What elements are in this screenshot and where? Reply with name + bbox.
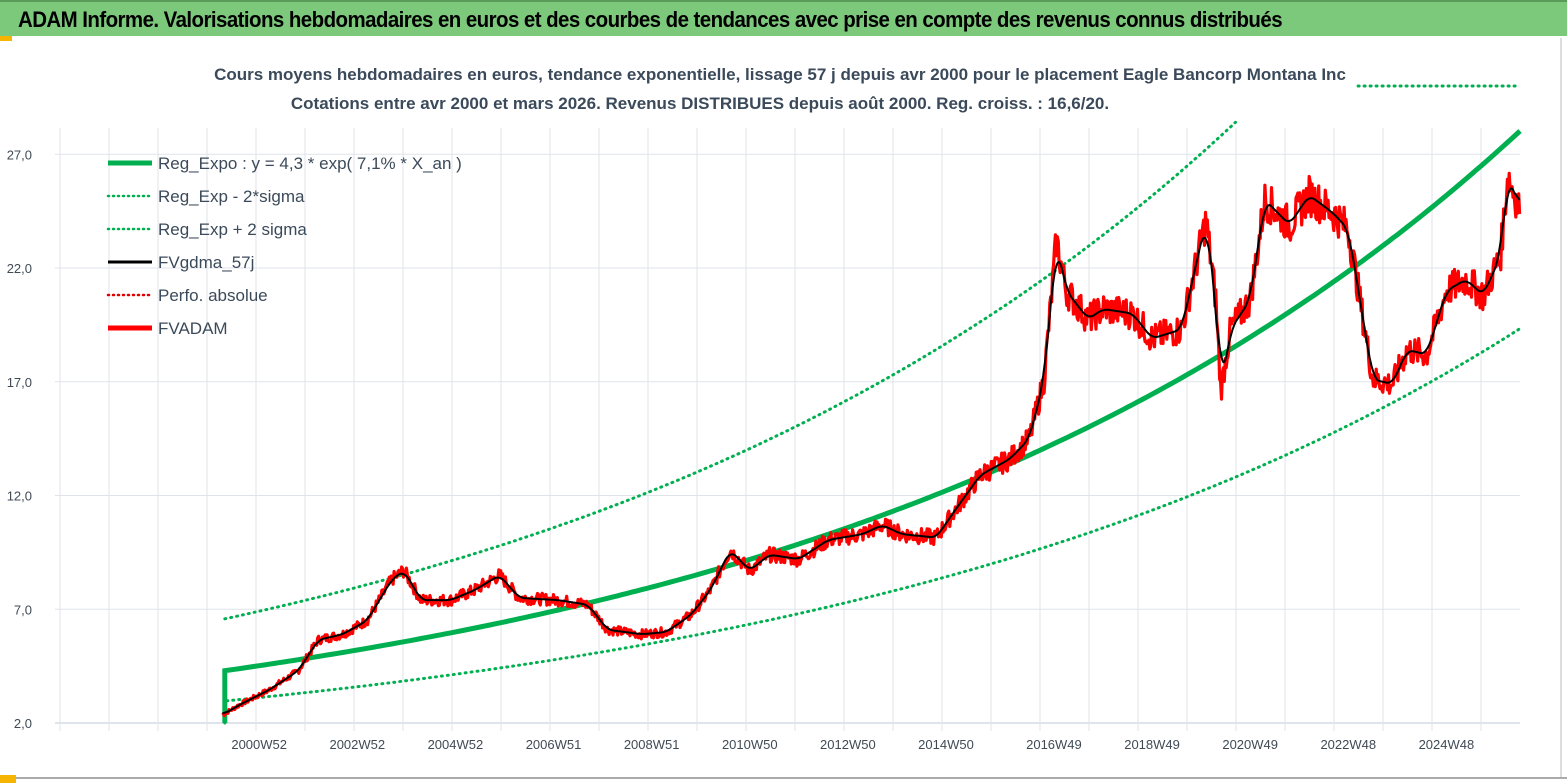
- report-title: ADAM Informe. Valorisations hebdomadaire…: [18, 7, 1283, 32]
- report-banner: ADAM Informe. Valorisations hebdomadaire…: [0, 0, 1567, 36]
- x-tick-label: 2018W49: [1124, 737, 1180, 752]
- x-tick-label: 2008W51: [624, 737, 680, 752]
- x-tick-label: 2022W48: [1320, 737, 1376, 752]
- legend-label: Reg_Exp + 2 sigma: [158, 220, 307, 239]
- fvgdma-57j-line: [222, 187, 1521, 715]
- y-tick-label: 12,0: [7, 489, 32, 504]
- reg-lower-2sigma-line: [223, 327, 1522, 725]
- x-tick-label: 2024W48: [1419, 737, 1475, 752]
- legend-label: Reg_Exp - 2*sigma: [158, 187, 305, 206]
- cell-marker-bottom: [0, 775, 16, 783]
- frame-border: [1560, 38, 1562, 778]
- y-tick-label: 27,0: [7, 147, 32, 162]
- y-tick-label: 22,0: [7, 261, 32, 276]
- reg-expo-line: [222, 129, 1522, 724]
- x-tick-label: 2020W49: [1222, 737, 1278, 752]
- x-tick-label: 2000W52: [231, 737, 287, 752]
- frame-border-bottom: [0, 777, 1567, 779]
- y-tick-label: 7,0: [14, 602, 32, 617]
- legend-label: FVgdma_57j: [158, 253, 254, 272]
- cell-marker: [0, 36, 12, 41]
- legend-label: FVADAM: [158, 319, 228, 338]
- chart-title: Cours moyens hebdomadaires en euros, ten…: [214, 65, 1346, 84]
- y-tick-label: 17,0: [7, 375, 32, 390]
- legend-label: Reg_Expo : y = 4,3 * exp( 7,1% * X_an ): [158, 154, 462, 173]
- x-tick-label: 2002W52: [329, 737, 385, 752]
- x-tick-label: 2014W50: [918, 737, 974, 752]
- legend-label: Perfo. absolue: [158, 286, 268, 305]
- x-tick-label: 2006W51: [526, 737, 582, 752]
- reg-upper-2sigma-line: [223, 120, 1237, 621]
- x-tick-label: 2010W50: [722, 737, 778, 752]
- x-tick-label: 2012W50: [820, 737, 876, 752]
- fvadam-line: [221, 171, 1522, 717]
- chart-subtitle: Cotations entre avr 2000 et mars 2026. R…: [291, 94, 1109, 113]
- y-tick-label: 2,0: [14, 716, 32, 731]
- x-tick-label: 2004W52: [428, 737, 484, 752]
- x-tick-label: 2016W49: [1026, 737, 1082, 752]
